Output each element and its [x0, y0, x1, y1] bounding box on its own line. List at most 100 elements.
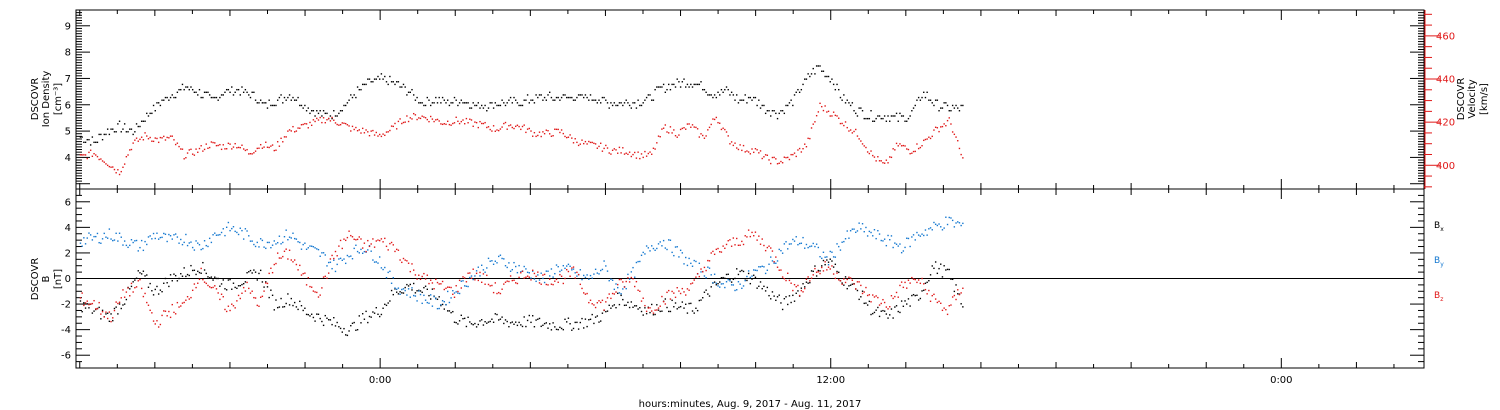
bottom-point-Bz [390, 241, 393, 244]
bottom-point-Bz [577, 273, 580, 276]
bottom-point-Bz [613, 293, 616, 295]
top-point-density [465, 102, 468, 104]
bottom-point-By [256, 241, 258, 244]
bottom-point-Bz [751, 231, 753, 234]
bottom-point-By [613, 288, 616, 291]
bottom-point-Bz [329, 258, 332, 260]
top-point-density [181, 83, 184, 86]
bottom-point-Bz [569, 275, 571, 277]
bottom-point-Bz [163, 310, 165, 312]
bottom-point-Bx [681, 301, 684, 303]
top-point-velocity [178, 145, 180, 148]
bottom-point-Bx [183, 267, 185, 269]
bottom-point-By [465, 285, 468, 287]
bottom-point-By [785, 241, 787, 243]
top-point-velocity [940, 126, 942, 128]
top-point-velocity [106, 164, 109, 167]
top-point-velocity [487, 126, 490, 128]
bottom-point-By [737, 281, 740, 283]
bottom-point-Bz [334, 250, 337, 253]
top-point-velocity [571, 137, 573, 139]
bottom-point-Bz [331, 254, 333, 257]
bottom-point-By [863, 230, 865, 233]
bottom-point-Bx [363, 318, 366, 320]
bottom-point-Bx [508, 325, 510, 328]
bottom-point-By [350, 255, 352, 257]
top-point-velocity [103, 161, 105, 163]
bottom-tick-label: 2 [65, 248, 71, 259]
top-point-velocity [254, 150, 257, 152]
bottom-point-By [817, 246, 820, 249]
top-point-velocity [152, 140, 155, 143]
bottom-point-Bz [225, 310, 228, 313]
top-point-density [696, 83, 699, 86]
bottom-point-By [169, 235, 172, 237]
bottom-point-Bx [513, 323, 515, 325]
top-point-density [873, 120, 876, 122]
bottom-point-Bx [297, 308, 299, 311]
top-point-density [428, 99, 430, 101]
bottom-point-Bx [83, 302, 85, 304]
top-point-density [705, 91, 707, 94]
bottom-point-By [283, 235, 286, 238]
bottom-point-By [686, 264, 689, 267]
top-point-density [928, 99, 930, 101]
bottom-point-Bz [176, 301, 179, 304]
top-point-velocity [836, 115, 838, 117]
bottom-point-Bz [783, 277, 786, 280]
top-point-velocity [492, 125, 495, 127]
top-point-velocity [242, 148, 245, 150]
top-point-velocity [594, 143, 597, 145]
top-point-density [713, 94, 716, 96]
bottom-point-By [513, 261, 515, 264]
bottom-point-Bz [635, 280, 638, 283]
bottom-point-Bx [237, 285, 240, 287]
bottom-point-By [217, 234, 219, 236]
top-point-velocity [256, 147, 258, 150]
bottom-point-Bz [809, 280, 811, 282]
top-point-velocity [361, 127, 364, 130]
bottom-point-Bx [783, 297, 786, 300]
bottom-point-By [195, 240, 197, 242]
bottom-point-By [79, 242, 82, 244]
bottom-point-Bx [438, 296, 440, 298]
bottom-point-Bx [333, 317, 335, 319]
bottom-point-By [776, 260, 779, 262]
bottom-point-Bx [188, 274, 190, 277]
top-point-density [292, 96, 294, 99]
top-point-velocity [577, 144, 580, 147]
x-tick-label: 0:00 [369, 375, 391, 386]
bottom-point-Bz [814, 267, 816, 270]
bottom-point-Bx [747, 272, 750, 275]
bottom-point-By [707, 266, 709, 268]
bottom-point-By [157, 238, 160, 240]
bottom-point-Bx [348, 330, 350, 332]
top-point-density [739, 99, 741, 101]
bottom-point-Bz [95, 308, 97, 310]
top-point-velocity [472, 125, 474, 128]
bottom-point-By [180, 238, 182, 241]
bottom-point-Bz [707, 259, 709, 262]
bottom-point-Bz [824, 261, 826, 263]
top-point-density [401, 86, 403, 88]
bottom-point-Bz [593, 304, 595, 306]
top-point-velocity [215, 144, 218, 147]
bottom-point-Bz [159, 323, 162, 326]
bottom-point-By [625, 287, 627, 290]
bottom-point-By [569, 265, 571, 267]
bottom-point-By [123, 240, 126, 242]
top-point-density [157, 102, 160, 104]
top-point-density [866, 117, 869, 120]
bottom-point-Bx [494, 313, 496, 315]
top-point-velocity [457, 120, 459, 123]
bottom-point-Bx [339, 327, 342, 330]
top-point-velocity [962, 157, 964, 159]
bottom-point-Bx [929, 274, 932, 276]
bottom-point-By [166, 240, 168, 243]
top-point-velocity [394, 122, 396, 125]
bottom-point-Bz [538, 282, 541, 284]
top-point-density [846, 99, 848, 101]
top-point-density [853, 110, 855, 112]
top-point-velocity [652, 147, 655, 149]
bottom-point-Bx [649, 311, 651, 314]
